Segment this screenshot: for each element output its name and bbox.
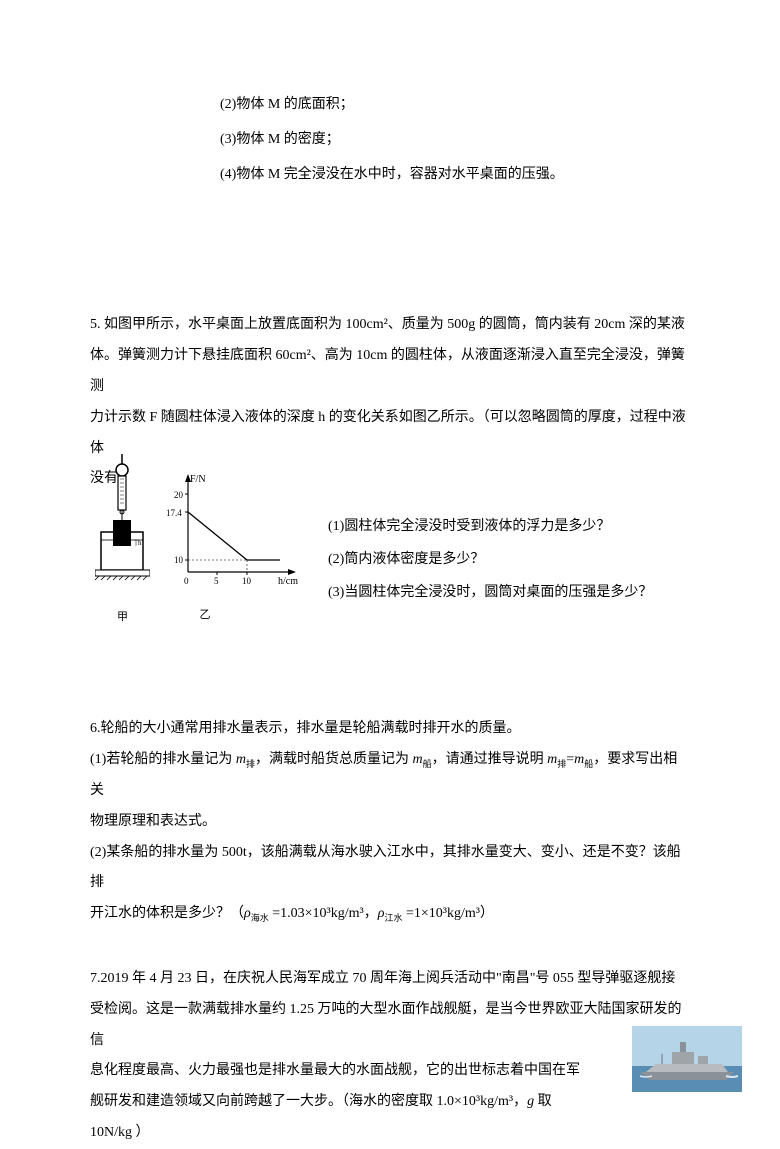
figure-yi: F/N h/cm 20 17.4 10 0 5 10 xyxy=(160,472,300,627)
q-item-3: (3)物体 M 的密度； xyxy=(220,125,690,156)
q6-line-3: 物理原理和表达式。 xyxy=(90,807,690,838)
q7-line-3: 息化程度最高、火力最强也是排水量最大的水面战舰，它的出世标志着中国在军 xyxy=(90,1056,690,1087)
svg-text:0: 0 xyxy=(184,576,189,586)
q5-stem-2: 体。弹簧测力计下悬挂底面积 60cm²、高为 10cm 的圆柱体，从液面逐渐浸入… xyxy=(90,341,690,403)
q6-line-5: 开江水的体积是多少？（ρ海水 =1.03×10³kg/m³，ρ江水 =1×10³… xyxy=(90,899,690,930)
q7-line-2: 受检阅。这是一款满载排水量约 1.25 万吨的大型水面作战舰艇，是当今世界欧亚大… xyxy=(90,995,690,1057)
svg-text:20: 20 xyxy=(174,490,184,500)
svg-text:5: 5 xyxy=(214,576,219,586)
q-item-2: (2)物体 M 的底面积； xyxy=(220,90,690,121)
svg-text:17.4: 17.4 xyxy=(166,508,182,518)
svg-text:h: h xyxy=(138,539,142,547)
q6-line-2: (1)若轮船的排水量记为 m排，满载时船货总质量记为 m船，请通过推导说明 m排… xyxy=(90,745,690,807)
svg-text:F/N: F/N xyxy=(190,474,206,485)
q6-line-1: 6.轮船的大小通常用排水量表示，排水量是轮船满载时排开水的质量。 xyxy=(90,714,690,745)
ship-image xyxy=(632,1026,742,1105)
svg-text:10: 10 xyxy=(174,555,184,565)
svg-text:10: 10 xyxy=(242,576,252,586)
q5-stem-3: 力计示数 F 随圆柱体浸入液体的深度 h 的变化关系如图乙所示。（可以忽略圆筒的… xyxy=(90,403,690,465)
q5-stem-1: 5. 如图甲所示，水平桌面上放置底面积为 100cm²、质量为 500g 的圆筒… xyxy=(90,310,690,341)
q6-line-4: (2)某条船的排水量为 500t，该船满载从海水驶入江水中，其排水量变大、变小、… xyxy=(90,838,690,900)
svg-text:h/cm: h/cm xyxy=(278,576,298,587)
fig-yi-label: 乙 xyxy=(110,603,300,627)
q5-sub-2: (2)筒内液体密度是多少？ xyxy=(328,545,652,576)
q5-sub-3: (3)当圆柱体完全浸没时，圆筒对桌面的压强是多少？ xyxy=(328,578,652,609)
q7-line-1: 7.2019 年 4 月 23 日，在庆祝人民海军成立 70 周年海上阅兵活动中… xyxy=(90,964,690,995)
q7-line-5: 10N/kg ） xyxy=(90,1118,690,1149)
q5-sub-1: (1)圆柱体完全浸没时受到液体的浮力是多少？ xyxy=(328,512,652,543)
q-item-4: (4)物体 M 完全浸没在水中时，容器对水平桌面的压强。 xyxy=(220,160,690,191)
